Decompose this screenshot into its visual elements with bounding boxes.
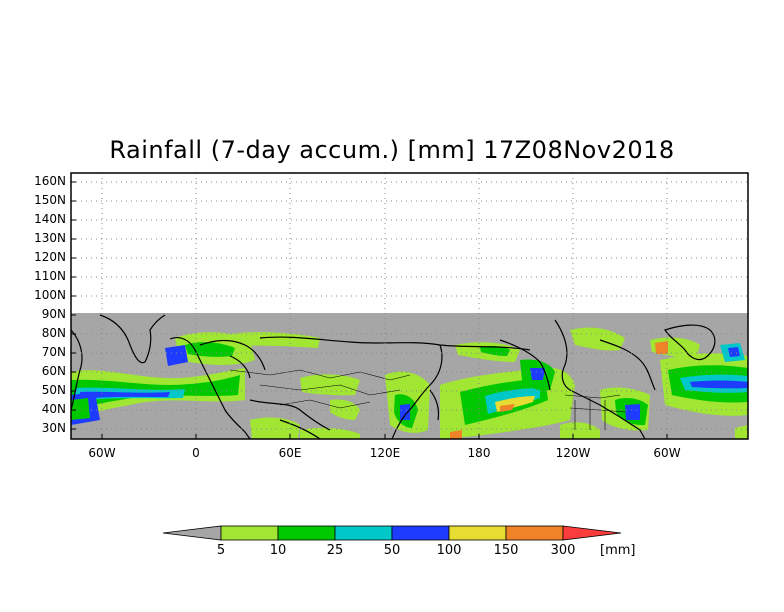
lat-label: 70N xyxy=(41,345,66,359)
colorbar-below-triangle xyxy=(162,525,222,541)
colorbar-level-label: 10 xyxy=(269,543,287,558)
map-title: Rainfall (7-day accum.) [mm] 17Z08Nov201… xyxy=(109,136,675,164)
colorbar-bin-5-10 xyxy=(220,525,279,541)
plot-frame xyxy=(70,172,749,440)
lon-label: 60W xyxy=(88,446,116,460)
lon-label: 60E xyxy=(278,446,302,460)
lat-label: 100N xyxy=(34,288,66,302)
lat-label: 160N xyxy=(34,174,66,188)
lat-label: 30N xyxy=(41,421,66,435)
colorbar-bin-50-100 xyxy=(391,525,450,541)
lat-label: 150N xyxy=(34,193,66,207)
rainfall-field xyxy=(71,313,748,439)
colorbar-level-label: 50 xyxy=(383,543,401,558)
colorbar-level-label: 25 xyxy=(326,543,344,558)
lon-label: 120W xyxy=(555,446,591,460)
lon-label: 180 xyxy=(467,446,491,460)
lat-label: 140N xyxy=(34,212,66,226)
lat-label: 50N xyxy=(41,383,66,397)
lon-label: 0 xyxy=(192,446,200,460)
lat-label: 90N xyxy=(41,307,66,321)
colorbar-bin-25-50 xyxy=(334,525,393,541)
lat-label: 110N xyxy=(34,269,66,283)
lat-label: 120N xyxy=(34,250,66,264)
colorbar-level-label: 150 xyxy=(493,543,519,558)
colorbar-level-label: 300 xyxy=(550,543,576,558)
lat-label: 80N xyxy=(41,326,66,340)
lat-label: 130N xyxy=(34,231,66,245)
colorbar-unit: [mm] xyxy=(600,543,636,558)
lat-label: 60N xyxy=(41,364,66,378)
colorbar-bin-100-150 xyxy=(448,525,507,541)
colorbar-bin-150-300 xyxy=(505,525,564,541)
colorbar-bin-10-25 xyxy=(277,525,336,541)
colorbar-level-label: 100 xyxy=(436,543,462,558)
lon-label: 120E xyxy=(369,446,401,460)
colorbar xyxy=(162,525,622,541)
lat-label: 40N xyxy=(41,402,66,416)
lon-label: 60W xyxy=(653,446,681,460)
colorbar-above-triangle xyxy=(562,525,622,541)
colorbar-level-label: 5 xyxy=(216,543,226,558)
